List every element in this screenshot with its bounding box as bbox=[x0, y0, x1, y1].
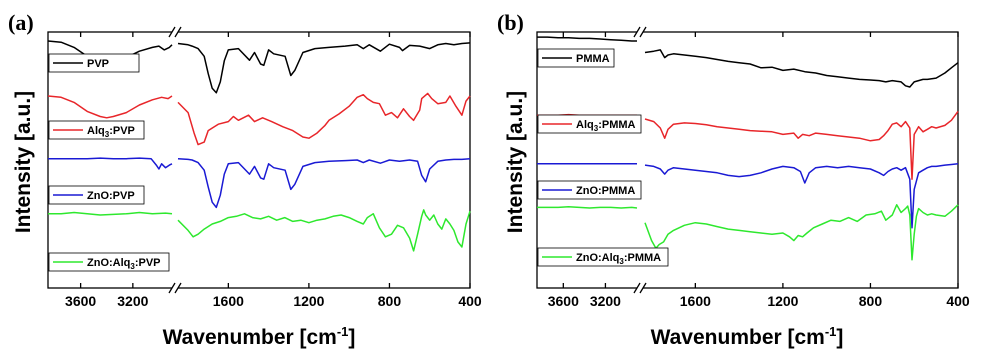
panel-a-legend-label: ZnO:PVP bbox=[87, 190, 135, 202]
panel-a-legend-label: Alq3:PVP bbox=[87, 125, 135, 139]
panel-b-zno-alq3-pmma-spectrum-right bbox=[644, 204, 959, 261]
panel-a-legend-box bbox=[48, 252, 170, 272]
panel-b-alq3-pmma-spectrum-right bbox=[644, 110, 959, 180]
panel-b-legend-pmma: PMMA bbox=[537, 48, 615, 68]
panel-a-x-tick-label: 3200 bbox=[117, 293, 148, 309]
panel-a-zno-pvp-spectrum-right bbox=[177, 157, 471, 209]
panel-a-legend-pvp: PVP bbox=[48, 53, 140, 73]
panel-a-x-tick-label: 3600 bbox=[65, 293, 96, 309]
panel-a-legend-zno-pvp: ZnO:PVP bbox=[48, 185, 145, 205]
panel-a-legend-alq3-pvp: Alq3:PVP bbox=[48, 120, 145, 140]
panel-a-legend-label: PVP bbox=[87, 58, 109, 70]
panel-a-alq3-pvp-spectrum-right bbox=[177, 92, 471, 146]
panel-b-x-axis-title: Wavenumber [cm-1] bbox=[651, 324, 844, 349]
panel-a-x-tick-label: 1600 bbox=[213, 293, 244, 309]
panel-a-alq3-pvp-spectrum-left bbox=[47, 95, 173, 119]
panel-a-zno-alq3-pvp-spectrum-left bbox=[48, 211, 173, 216]
panel-b-axis-break-mark bbox=[639, 282, 647, 294]
panel-b-zno-alq3-pmma-spectrum-left bbox=[537, 205, 638, 209]
panel-b-legend-alq3-pmma: Alq3:PMMA bbox=[537, 114, 642, 134]
panel-b-legend-box bbox=[537, 180, 642, 200]
panel-a-axis-break-mark bbox=[174, 26, 182, 38]
panel-a-x-tick-label: 1200 bbox=[293, 293, 324, 309]
panel-a: 3600 3200 1600 1200 800 400 (a) Intensity [a.u.… bbox=[8, 10, 482, 349]
panel-b-axis-break-mark bbox=[633, 26, 641, 38]
panel-b-x-tick-label: 3600 bbox=[548, 293, 579, 309]
panel-b-x-tick-label: 1600 bbox=[680, 293, 711, 309]
panel-b-legend-label: ZnO:Alq3:PMMA bbox=[576, 252, 661, 266]
panel-a-legend-box bbox=[48, 53, 140, 73]
panel-a-axis-break-gap-top bbox=[172, 28, 178, 40]
panel-b-x-tick-label: 800 bbox=[859, 293, 883, 309]
panel-b-legend-box bbox=[537, 114, 642, 134]
panel-a-axis-break-mark bbox=[168, 282, 176, 294]
panel-a-zno-alq3-pvp-spectrum-right bbox=[177, 209, 471, 252]
panel-a-axis-break-gap-bottom bbox=[172, 282, 178, 294]
panel-b-legend-zno-alq3-pmma: ZnO:Alq3:PMMA bbox=[537, 247, 669, 267]
panel-b: 3600 3200 1600 1200 800 400 (b) Intensity [a.u.… bbox=[497, 10, 970, 349]
panel-b-axis-break-mark bbox=[639, 26, 647, 38]
panel-b-legend-box bbox=[537, 247, 669, 267]
panel-b-x-tick-label: 400 bbox=[946, 293, 970, 309]
panel-a-axis-break-mark bbox=[174, 282, 182, 294]
panel-a-legend-label: ZnO:Alq3:PVP bbox=[87, 257, 161, 271]
panel-b-axis-break-gap-bottom bbox=[637, 282, 643, 294]
panel-a-legend-box bbox=[48, 120, 145, 140]
panel-a-x-tick-label: 800 bbox=[378, 293, 402, 309]
panel-a-plot-frame bbox=[47, 31, 471, 289]
panel-b-pmma-spectrum-right bbox=[644, 49, 959, 88]
panel-a-zno-pvp-spectrum-left bbox=[48, 157, 173, 170]
panel-b-pmma-spectrum-left bbox=[537, 36, 637, 42]
panel-b-axis-break-mark bbox=[633, 282, 641, 294]
panel-a-legend-zno-alq3-pvp: ZnO:Alq3:PVP bbox=[48, 252, 170, 272]
panel-b-legend-label: ZnO:PMMA bbox=[576, 185, 635, 197]
panel-b-legend-box bbox=[537, 48, 615, 68]
panel-a-axis-break-mark bbox=[168, 26, 176, 38]
panel-b-plot-frame bbox=[536, 31, 959, 289]
panel-b-label: (b) bbox=[497, 10, 524, 35]
panel-a-y-axis-title: Intensity [a.u.] bbox=[12, 91, 35, 233]
panel-b-axis-break-gap-top bbox=[637, 28, 643, 40]
panel-b-x-tick-label: 3200 bbox=[590, 293, 621, 309]
panel-b-x-tick-label: 1200 bbox=[767, 293, 798, 309]
panel-a-x-axis-title: Wavenumber [cm-1] bbox=[163, 324, 356, 349]
panel-b-y-axis-title: Intensity [a.u.] bbox=[504, 91, 527, 233]
panel-a-x-tick-label: 400 bbox=[458, 293, 482, 309]
panel-a-label: (a) bbox=[8, 10, 34, 35]
panel-a-pvp-spectrum-right bbox=[177, 42, 471, 94]
panel-a-legend-box bbox=[48, 185, 145, 205]
panel-b-legend-label: PMMA bbox=[576, 53, 610, 65]
panel-b-zno-pmma-spectrum-right bbox=[644, 163, 959, 229]
panel-b-legend-label: Alq3:PMMA bbox=[576, 119, 636, 133]
panel-b-legend-zno-pmma: ZnO:PMMA bbox=[537, 180, 642, 200]
